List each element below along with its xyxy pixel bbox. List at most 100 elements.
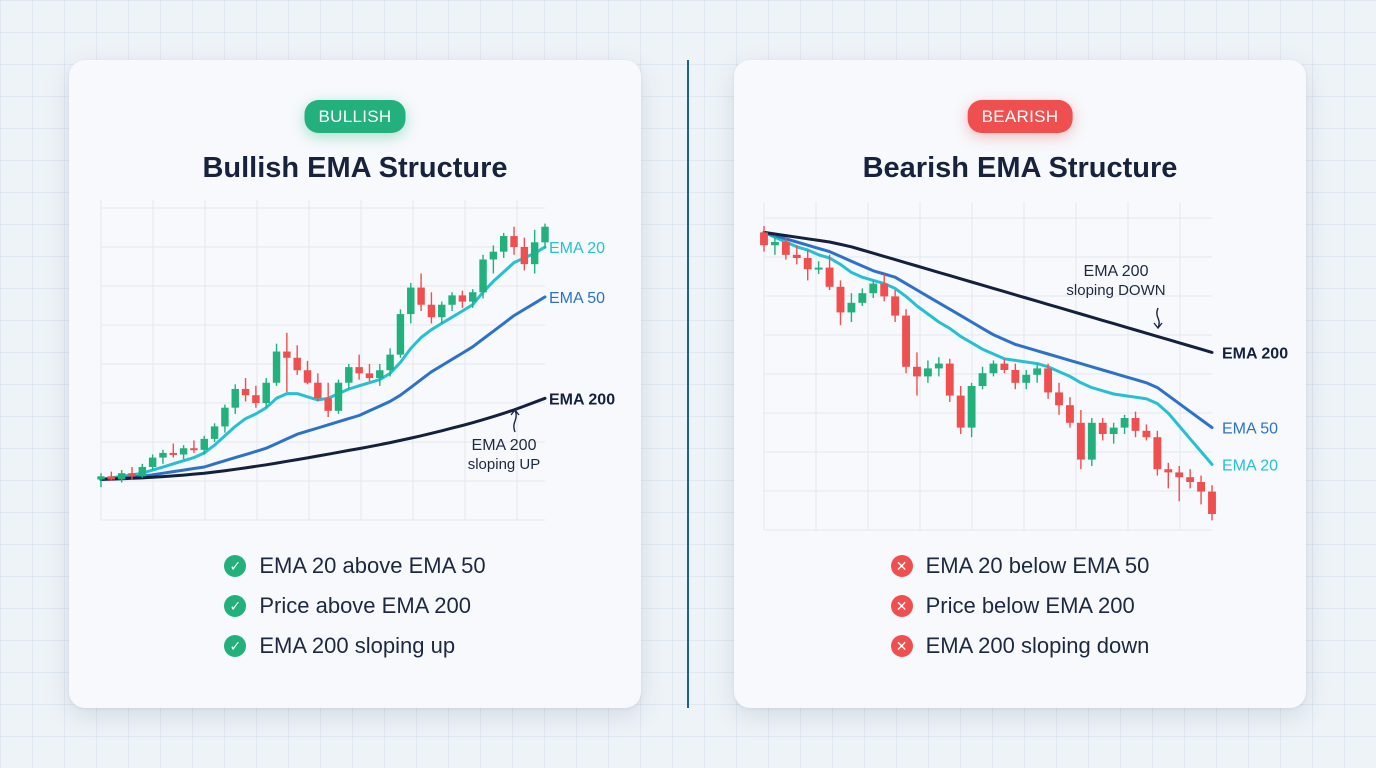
- candle: [407, 282, 415, 324]
- candle: [760, 226, 768, 252]
- candle-body: [159, 452, 167, 458]
- candle-body: [417, 287, 425, 305]
- candle: [355, 354, 363, 380]
- candle: [365, 364, 374, 382]
- bullish-ema20-label: EMA 20: [549, 240, 605, 257]
- candle-body: [1011, 370, 1020, 383]
- candle-body: [760, 232, 768, 246]
- candle-body: [1022, 374, 1031, 383]
- candle-body: [169, 452, 177, 455]
- candle: [934, 357, 943, 377]
- candle-body: [241, 388, 250, 396]
- candle: [869, 280, 878, 298]
- candle-body: [345, 367, 353, 383]
- candle: [978, 366, 987, 390]
- candle: [148, 454, 157, 471]
- bullish-annotation-subtitle: sloping UP: [468, 456, 541, 473]
- candle: [858, 288, 867, 306]
- candle: [262, 378, 270, 408]
- candle: [107, 471, 116, 481]
- candle: [303, 360, 312, 385]
- bullish-checklist: ✓ EMA 20 above EMA 50 ✓ Price above EMA 200…: [69, 546, 641, 666]
- candle-body: [891, 296, 900, 316]
- candle-body: [1066, 405, 1074, 423]
- candle: [241, 378, 250, 402]
- candle: [117, 470, 126, 483]
- bearish-ema200-label: EMA 200: [1222, 345, 1288, 362]
- bullish-title: Bullish EMA Structure: [202, 152, 508, 184]
- candle: [923, 360, 932, 383]
- candle-body: [1164, 469, 1173, 473]
- check-circle-icon: ✓: [224, 595, 247, 617]
- candle: [956, 386, 965, 434]
- candle: [448, 292, 456, 311]
- candle-body: [303, 370, 312, 383]
- bullish-panel: BULLISH Bullish EMA Structure EMA 20 EMA …: [69, 60, 641, 708]
- candle: [913, 352, 921, 396]
- candle-body: [520, 247, 529, 265]
- candle-body: [448, 295, 456, 305]
- candle-body: [978, 373, 987, 386]
- candle: [252, 385, 260, 408]
- candle: [438, 301, 446, 324]
- bullish-annotation-arrowhead: [510, 408, 520, 416]
- bearish-check-item: ✕ Price below EMA 200: [890, 586, 1150, 626]
- candle-body: [1131, 418, 1140, 431]
- x-circle-icon: ✕: [890, 595, 913, 617]
- bullish-ema200-line: [99, 396, 547, 481]
- candle-body: [272, 351, 281, 383]
- candle: [231, 384, 239, 414]
- candle-body: [869, 283, 878, 294]
- candle: [1000, 358, 1009, 374]
- bearish-check-label: EMA 20 below EMA 50: [925, 553, 1150, 578]
- bearish-check-item: ✕ EMA 20 below EMA 50: [890, 546, 1150, 586]
- candle: [334, 379, 343, 414]
- candle: [1175, 466, 1184, 502]
- candle: [479, 254, 487, 299]
- candle: [891, 290, 900, 322]
- candle-body: [479, 259, 487, 293]
- candle: [792, 245, 801, 265]
- candle-body: [530, 242, 539, 265]
- bearish-check-item: ✕ EMA 200 sloping down: [890, 626, 1149, 666]
- candle: [324, 382, 332, 418]
- candle: [1131, 411, 1140, 438]
- x-circle-icon: ✕: [890, 555, 913, 577]
- candle: [489, 245, 498, 274]
- candle-body: [355, 367, 363, 374]
- candle-body: [458, 295, 467, 302]
- candle: [1098, 418, 1107, 441]
- candle-body: [148, 457, 157, 467]
- panel-divider: [687, 60, 689, 708]
- candle: [190, 440, 198, 453]
- candle-body: [365, 373, 374, 379]
- candle: [469, 289, 477, 308]
- candle-body: [781, 242, 790, 255]
- candle-body: [880, 283, 889, 297]
- bearish-ema200-line: [762, 230, 1214, 354]
- candle-body: [210, 426, 219, 439]
- candle-body: [1033, 368, 1042, 375]
- candle: [376, 364, 384, 386]
- candle: [1011, 363, 1020, 390]
- candle: [417, 273, 425, 311]
- candle: [200, 435, 208, 455]
- candle: [781, 237, 790, 260]
- bullish-annotation-arrow: [513, 409, 517, 433]
- candle: [386, 348, 394, 377]
- candle: [427, 292, 436, 324]
- candle-body: [1208, 491, 1216, 514]
- candle: [1197, 475, 1206, 505]
- candle: [945, 358, 954, 402]
- candle-body: [1044, 368, 1053, 393]
- bearish-annotation-arrow: [1156, 307, 1160, 329]
- candle: [314, 373, 322, 402]
- candle: [989, 360, 998, 377]
- candle: [520, 237, 529, 271]
- candle: [499, 232, 508, 258]
- candle: [902, 309, 910, 374]
- candle-body: [376, 370, 384, 379]
- candle: [803, 250, 812, 281]
- candle-body: [989, 363, 998, 374]
- candle: [1109, 422, 1118, 444]
